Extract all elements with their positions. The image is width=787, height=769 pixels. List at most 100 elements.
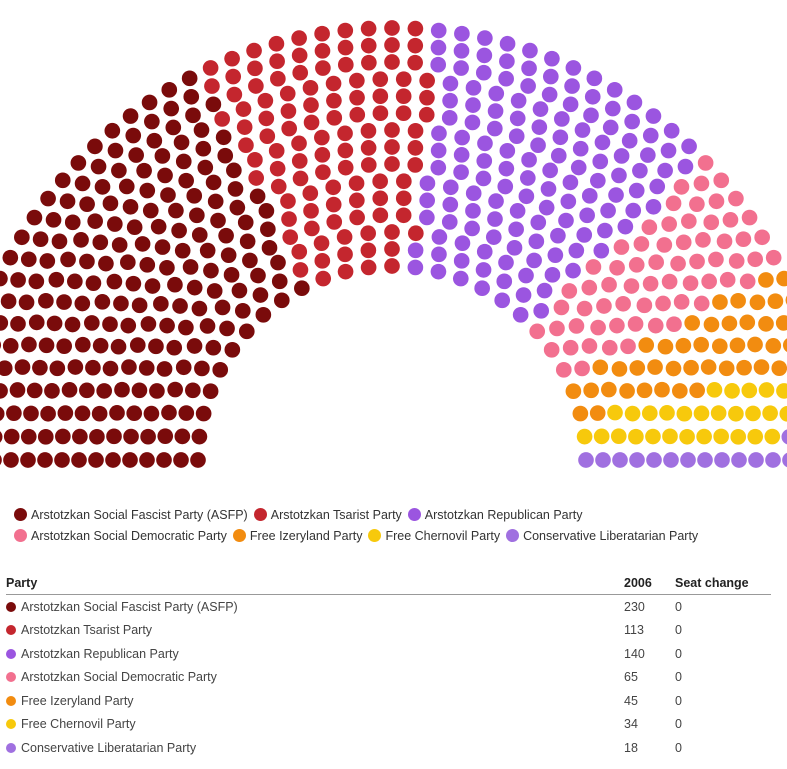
seat-dot-2 — [649, 178, 666, 195]
seat-dot-1 — [314, 43, 331, 59]
seat-dot-0 — [160, 187, 176, 203]
seat-dot-2 — [576, 227, 593, 243]
legend-item-tsarist[interactable]: Arstotzkan Tsarist Party — [253, 508, 402, 522]
legend-label-conservative-liberatarian: Conservative Liberatarian Party — [523, 528, 699, 543]
seat-dot-3 — [703, 214, 720, 231]
seat-dot-5 — [728, 405, 744, 422]
seat-dot-0 — [134, 236, 151, 252]
seat-dot-1 — [360, 37, 377, 54]
seat-dot-4 — [765, 338, 782, 354]
seat-dot-0 — [153, 295, 169, 312]
seat-dot-0 — [223, 267, 240, 283]
seat-dot-1 — [303, 203, 319, 219]
seat-dot-0 — [0, 454, 2, 466]
seat-dot-2 — [562, 96, 579, 113]
legend-item-conservative-liberatarian[interactable]: Conservative Liberatarian Party — [506, 529, 698, 543]
seat-dot-0 — [154, 148, 171, 164]
seat-dot-0 — [194, 360, 210, 377]
legend-item-izeryland[interactable]: Free Izeryland Party — [232, 529, 362, 543]
seat-dot-0 — [38, 337, 55, 354]
seat-dot-1 — [337, 246, 353, 263]
seat-dot-2 — [515, 287, 532, 303]
seat-change-column-header[interactable]: Seat change — [675, 572, 771, 595]
seat-dot-3 — [529, 323, 546, 340]
seat-dot-1 — [360, 242, 377, 259]
seat-dot-1 — [236, 119, 253, 135]
seat-dot-0 — [28, 273, 45, 290]
seat-dot-3 — [628, 257, 645, 273]
seat-dot-0 — [218, 227, 234, 244]
seat-dot-3 — [716, 233, 733, 250]
legend-item-chernovil[interactable]: Free Chernovil Party — [368, 529, 500, 543]
seat-dot-5 — [745, 405, 761, 422]
seat-dot-0 — [234, 302, 251, 319]
seat-dot-2 — [642, 127, 659, 144]
seat-dot-5 — [741, 382, 758, 399]
seat-dot-1 — [247, 60, 263, 77]
seat-dot-0 — [159, 317, 175, 334]
seat-dot-0 — [128, 147, 144, 163]
seat-dot-0 — [102, 195, 119, 212]
seat-dot-0 — [193, 122, 210, 138]
seat-dot-0 — [74, 295, 91, 312]
seat-dot-1 — [291, 153, 308, 169]
seat-dot-1 — [292, 64, 309, 81]
seat-dot-0 — [210, 212, 226, 229]
seat-dot-2 — [579, 207, 595, 224]
seat-dot-0 — [9, 382, 26, 398]
seat-dot-2 — [645, 108, 662, 124]
seat-dot-0 — [161, 404, 177, 421]
seat-dot-0 — [122, 198, 139, 215]
table-row: Arstotzkan Tsarist Party 113 0 — [6, 619, 771, 643]
seat-dot-3 — [713, 172, 730, 189]
seat-dot-2 — [531, 119, 548, 135]
seat-dot-0 — [163, 100, 180, 117]
party-column-header[interactable]: Party — [6, 572, 624, 595]
seat-dot-1 — [407, 20, 424, 37]
seat-dot-2 — [508, 128, 525, 145]
seat-dot-2 — [542, 68, 559, 85]
seat-dot-3 — [693, 295, 710, 312]
seat-dot-0 — [186, 188, 203, 204]
seat-dot-4 — [758, 316, 774, 332]
seat-dot-2 — [518, 188, 535, 205]
seat-dot-0 — [0, 315, 9, 331]
seat-dot-0 — [67, 359, 84, 375]
seat-dot-2 — [475, 262, 492, 278]
seat-dot-0 — [156, 452, 172, 468]
seat-dot-2 — [602, 119, 619, 136]
legend-swatch-conservative-liberatarian — [506, 529, 520, 542]
seat-dot-0 — [110, 338, 127, 355]
seat-dot-0 — [141, 94, 158, 111]
seat-dot-0 — [10, 316, 26, 332]
seats-column-header[interactable]: 2006 — [624, 572, 675, 595]
seat-dot-2 — [613, 148, 630, 164]
seat-dot-2 — [442, 75, 459, 92]
seat-dot-3 — [665, 195, 682, 212]
legend-item-republican[interactable]: Arstotzkan Republican Party — [407, 508, 583, 522]
legend-item-asfp[interactable]: Arstotzkan Social Fascist Party (ASFP) — [14, 508, 248, 522]
seat-dot-6 — [629, 452, 645, 468]
seat-dot-1 — [349, 106, 366, 123]
seat-dot-0 — [74, 175, 91, 192]
seat-dot-4 — [711, 338, 728, 354]
seat-dot-3 — [568, 318, 585, 334]
seat-dot-4 — [665, 360, 682, 377]
seat-dot-3 — [585, 259, 602, 275]
seat-dot-1 — [224, 50, 240, 67]
seat-dot-0 — [94, 179, 111, 195]
seat-dot-0 — [168, 202, 184, 219]
seat-dot-1 — [281, 211, 297, 227]
seat-dot-5 — [762, 405, 778, 421]
seat-dot-0 — [271, 273, 288, 290]
seat-dot-2 — [626, 94, 643, 111]
seat-dot-2 — [677, 158, 694, 175]
legend-item-social-democratic[interactable]: Arstotzkan Social Democratic Party — [14, 529, 227, 543]
seat-dot-2 — [509, 110, 526, 127]
seat-dot-5 — [662, 428, 678, 445]
seat-dot-5 — [710, 405, 727, 421]
seat-dot-0 — [122, 108, 139, 124]
seat-dot-0 — [26, 209, 43, 226]
seat-dot-0 — [67, 273, 83, 290]
seat-dot-1 — [384, 156, 400, 172]
